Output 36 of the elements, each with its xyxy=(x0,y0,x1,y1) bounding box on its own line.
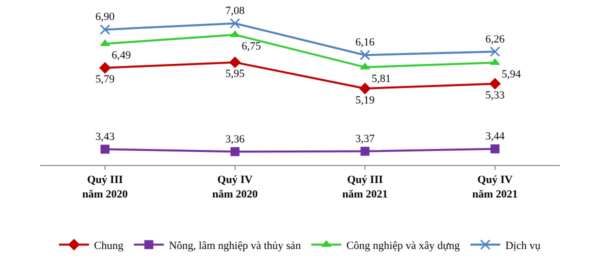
legend-label: Chung xyxy=(94,240,124,252)
point xyxy=(100,144,110,154)
point xyxy=(100,24,110,35)
data-label: 3,43 xyxy=(95,130,116,143)
point xyxy=(359,82,371,94)
data-label: 3,36 xyxy=(225,133,246,146)
data-label: 5,81 xyxy=(372,73,391,86)
point xyxy=(490,46,500,57)
point xyxy=(489,78,501,90)
data-label: 6,26 xyxy=(485,33,506,46)
x-tick-label: Quý III năm 2021 xyxy=(342,174,388,200)
data-label: 6,49 xyxy=(112,50,132,62)
data-label: 5,79 xyxy=(95,74,116,86)
point xyxy=(360,50,370,60)
legend-label: Công nghiệp và xây dựng xyxy=(346,240,460,252)
data-label: 5,19 xyxy=(355,94,376,106)
point xyxy=(99,62,111,74)
data-label: 3,37 xyxy=(355,132,376,145)
point xyxy=(490,144,500,154)
x-tick-label: Quý III năm 2020 xyxy=(82,174,128,200)
x-tick-label: Quý IV năm 2020 xyxy=(212,174,258,200)
data-label: 5,94 xyxy=(502,68,522,81)
point xyxy=(230,147,240,156)
data-label: 5,33 xyxy=(485,90,506,102)
data-label: 6,75 xyxy=(242,40,262,53)
x-tick-label: Quý IV năm 2021 xyxy=(472,174,518,200)
data-label: 3,44 xyxy=(485,130,506,142)
data-label: 5,95 xyxy=(225,68,246,80)
point xyxy=(230,18,240,29)
data-label: 6,16 xyxy=(355,36,376,49)
data-label: 7,08 xyxy=(225,5,246,18)
legend-label: Nông, lâm nghiệp và thủy sản xyxy=(168,240,302,252)
data-label: 6,90 xyxy=(95,11,116,24)
point xyxy=(360,146,370,156)
legend-label: Dịch vụ xyxy=(505,240,541,252)
point xyxy=(229,56,241,68)
